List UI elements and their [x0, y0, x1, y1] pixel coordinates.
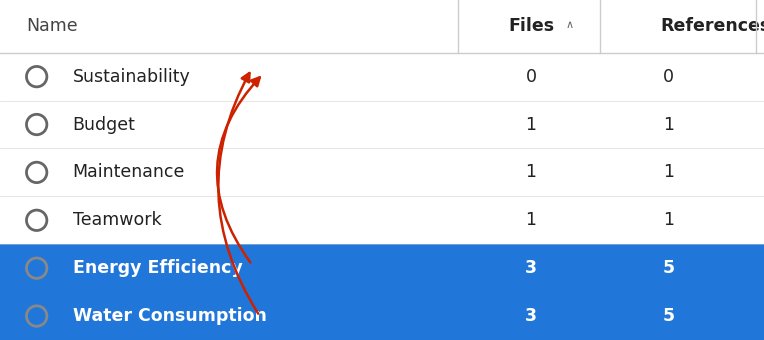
Text: 1: 1	[526, 211, 536, 229]
Text: Budget: Budget	[73, 116, 135, 134]
Text: ∧: ∧	[565, 20, 574, 30]
Text: 3: 3	[525, 259, 537, 277]
Text: Files: Files	[508, 17, 554, 35]
Text: Maintenance: Maintenance	[73, 164, 185, 182]
Text: Energy Efficiency: Energy Efficiency	[73, 259, 242, 277]
Text: 1: 1	[663, 116, 674, 134]
FancyBboxPatch shape	[0, 101, 764, 149]
FancyBboxPatch shape	[0, 149, 764, 197]
Text: Water Consumption: Water Consumption	[73, 307, 267, 325]
FancyBboxPatch shape	[0, 197, 764, 244]
FancyBboxPatch shape	[0, 292, 764, 340]
Text: 1: 1	[663, 211, 674, 229]
Text: 1: 1	[663, 164, 674, 182]
Text: 3: 3	[525, 307, 537, 325]
Text: 0: 0	[663, 68, 674, 86]
Text: Name: Name	[27, 17, 79, 35]
Text: Sustainability: Sustainability	[73, 68, 190, 86]
Text: References: References	[661, 17, 764, 35]
Text: 5: 5	[662, 259, 675, 277]
Text: 1: 1	[526, 116, 536, 134]
Text: 1: 1	[526, 164, 536, 182]
FancyBboxPatch shape	[0, 0, 764, 53]
Text: 0: 0	[526, 68, 536, 86]
FancyBboxPatch shape	[0, 53, 764, 101]
Text: Teamwork: Teamwork	[73, 211, 161, 229]
FancyBboxPatch shape	[0, 244, 764, 292]
Text: 5: 5	[662, 307, 675, 325]
